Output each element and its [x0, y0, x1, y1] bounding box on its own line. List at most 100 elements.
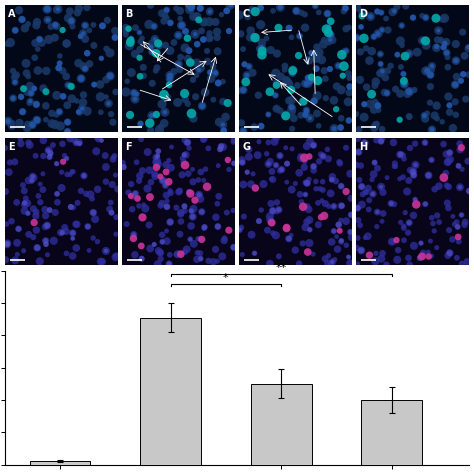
Point: [4, 239, 11, 247]
Point: [411, 196, 419, 203]
Point: [127, 39, 134, 46]
Point: [150, 22, 158, 30]
Point: [39, 186, 46, 193]
Point: [17, 135, 24, 143]
Point: [340, 7, 347, 15]
Point: [230, 160, 238, 167]
Point: [328, 173, 336, 181]
Point: [327, 190, 335, 197]
Point: [63, 155, 71, 162]
Text: E: E: [8, 142, 15, 152]
Point: [283, 178, 291, 186]
Point: [57, 229, 64, 237]
Point: [155, 147, 162, 155]
Point: [111, 34, 119, 41]
Point: [15, 7, 23, 14]
Point: [382, 74, 389, 82]
Point: [353, 3, 360, 11]
Point: [421, 200, 429, 208]
Point: [327, 36, 334, 44]
Point: [396, 116, 403, 124]
Point: [68, 168, 76, 175]
Point: [362, 188, 370, 196]
Point: [304, 248, 311, 256]
Point: [189, 213, 197, 220]
Point: [457, 77, 465, 84]
Point: [215, 79, 222, 87]
Point: [428, 126, 436, 133]
Point: [133, 91, 141, 98]
Point: [397, 37, 404, 45]
Point: [245, 153, 253, 161]
Point: [287, 231, 295, 239]
Point: [214, 223, 222, 230]
Point: [275, 206, 283, 213]
Point: [189, 76, 197, 83]
Point: [269, 176, 276, 183]
Point: [428, 62, 436, 70]
Point: [346, 89, 353, 97]
Point: [13, 239, 21, 246]
Point: [128, 180, 135, 188]
Point: [227, 1, 235, 9]
Point: [305, 176, 313, 183]
Point: [431, 185, 438, 193]
Point: [120, 164, 128, 171]
Point: [53, 190, 61, 198]
Point: [448, 236, 456, 243]
Point: [177, 54, 184, 61]
Point: [191, 30, 199, 38]
Point: [163, 203, 171, 210]
Point: [223, 209, 230, 216]
Point: [155, 39, 162, 47]
Point: [80, 91, 87, 99]
Point: [155, 147, 162, 155]
Point: [26, 99, 33, 107]
Point: [335, 221, 343, 228]
Point: [183, 246, 191, 253]
Point: [103, 45, 110, 53]
Point: [328, 238, 336, 246]
Point: [70, 135, 78, 143]
Point: [201, 17, 209, 24]
Point: [216, 146, 224, 153]
Point: [284, 79, 292, 86]
Point: [323, 259, 331, 267]
Point: [9, 94, 17, 102]
Point: [21, 201, 29, 209]
Point: [165, 260, 173, 268]
Point: [313, 92, 321, 100]
Point: [354, 234, 362, 242]
Point: [30, 85, 38, 92]
Point: [108, 209, 115, 217]
Point: [428, 126, 436, 133]
Point: [181, 207, 189, 215]
Point: [400, 237, 408, 244]
Point: [368, 91, 375, 98]
Point: [151, 173, 159, 180]
Point: [330, 97, 337, 104]
Point: [264, 227, 271, 234]
Point: [401, 209, 409, 217]
Point: [201, 223, 208, 231]
Point: [155, 41, 163, 49]
Point: [109, 118, 117, 126]
Point: [102, 163, 109, 171]
Point: [289, 69, 296, 77]
Point: [238, 159, 246, 166]
Point: [358, 8, 365, 16]
Point: [324, 146, 331, 153]
Point: [451, 220, 458, 228]
Point: [412, 161, 419, 169]
Point: [417, 239, 425, 247]
Point: [224, 99, 231, 107]
Point: [376, 50, 384, 58]
Point: [461, 52, 468, 60]
Point: [137, 120, 144, 128]
Point: [130, 231, 137, 238]
Point: [421, 115, 429, 122]
Point: [446, 149, 454, 156]
Point: [393, 3, 401, 10]
Point: [372, 257, 379, 265]
Point: [64, 82, 72, 89]
